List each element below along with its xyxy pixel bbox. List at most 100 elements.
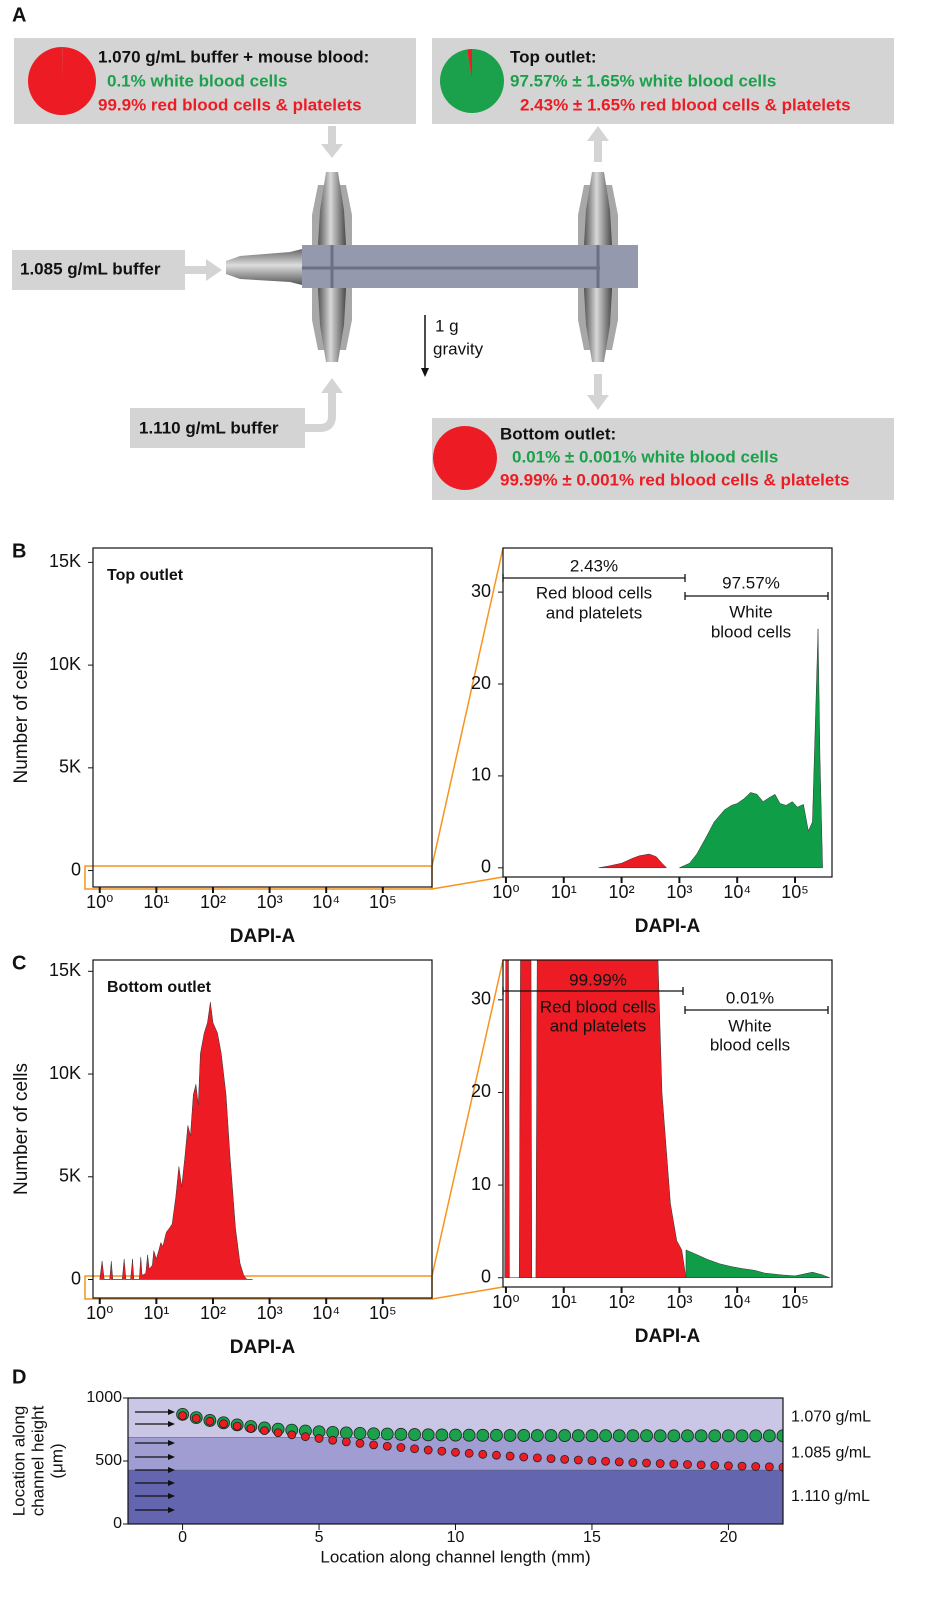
data-point [626, 1429, 640, 1443]
data-point [735, 1429, 749, 1443]
flow-arrow [321, 378, 343, 393]
inlet-label: 1.085 g/mL buffer [20, 259, 161, 278]
data-point [560, 1454, 570, 1464]
data-point [478, 1449, 488, 1459]
data-point [628, 1458, 638, 1467]
x-axis-title: DAPI-A [230, 1337, 296, 1358]
inlet-box [130, 408, 305, 448]
y-tick-label: 30 [471, 581, 491, 601]
gravity-label: 1 g [435, 316, 459, 335]
data-point [669, 1459, 679, 1469]
data-point [382, 1441, 392, 1451]
flow-arrow [168, 1480, 175, 1486]
data-point [614, 1457, 624, 1467]
flow-arrow [185, 266, 208, 274]
data-point [410, 1444, 419, 1454]
wbc-text: 97.57% ± 1.65% white blood cells [510, 71, 776, 90]
y-tick-label: 15K [49, 551, 81, 571]
gate-label: Red blood cells [536, 583, 652, 602]
plot-area [128, 1398, 783, 1524]
data-point [341, 1437, 351, 1447]
y-tick-label: 0 [113, 1515, 122, 1532]
y-tick-label: 5K [59, 757, 81, 777]
flow-arrow [168, 1421, 175, 1427]
data-point [191, 1414, 201, 1423]
rbc-text: 2.43% ± 1.65% red blood cells & platelet… [520, 95, 851, 114]
data-point [339, 1426, 353, 1440]
data-point [367, 1427, 381, 1441]
x-axis-title: DAPI-A [635, 916, 701, 937]
data-point [708, 1429, 722, 1443]
data-point [437, 1446, 447, 1456]
info-box [432, 38, 894, 124]
data-point [394, 1427, 408, 1441]
gravity-arrow [421, 368, 429, 377]
x-tick-label: 10⁴ [312, 892, 340, 912]
data-point [380, 1427, 394, 1441]
x-axis-title: Location along channel length (mm) [320, 1547, 590, 1566]
flow-arrow [168, 1507, 175, 1513]
data-point [667, 1429, 681, 1443]
gate-label: White [729, 602, 772, 621]
data-point [532, 1453, 542, 1463]
data-point [776, 1429, 783, 1443]
panel-label: B [12, 540, 26, 562]
data-point [435, 1428, 449, 1442]
x-tick-label: 0 [178, 1529, 187, 1546]
wbc-text: 0.1% white blood cells [107, 71, 287, 90]
box-title: Top outlet: [510, 47, 597, 66]
zoom-line [431, 1286, 504, 1300]
data-point [396, 1443, 406, 1452]
y-axis-title: Location along [9, 1406, 28, 1517]
data-point [724, 1461, 733, 1471]
flow-arrow [328, 126, 336, 146]
flow-arrow [168, 1454, 175, 1460]
data-point [696, 1460, 706, 1470]
x-axis-title: DAPI-A [230, 926, 296, 947]
y-axis-title: Number of cells [11, 652, 32, 784]
panel-label: C [12, 952, 26, 974]
zoom-line [431, 959, 504, 1277]
data-point [178, 1411, 187, 1421]
y-tick-label: 1000 [86, 1389, 122, 1406]
histogram-area [504, 960, 687, 1278]
data-point [517, 1429, 531, 1442]
data-point [710, 1461, 720, 1470]
y-tick-label: 20 [471, 673, 491, 693]
data-point [205, 1416, 215, 1426]
diagram: 1.070 g/mL buffer + mouse blood: 0.1% wh… [12, 38, 894, 500]
x-tick-label: 10⁰ [492, 882, 519, 902]
flow-arrow [305, 392, 336, 432]
band-label: 1.070 g/mL [791, 1409, 871, 1426]
data-point [328, 1435, 338, 1445]
data-point [273, 1428, 283, 1438]
data-point [260, 1426, 269, 1436]
y-tick-label: 10 [471, 765, 491, 785]
x-tick-label: 10⁵ [781, 1292, 808, 1312]
flow-arrow [168, 1409, 175, 1415]
data-point [287, 1430, 297, 1440]
data-point [490, 1428, 503, 1442]
data-point [737, 1461, 747, 1471]
x-tick-label: 10⁴ [723, 882, 751, 902]
gate-label: 0.01% [726, 988, 774, 1007]
data-point [462, 1428, 476, 1442]
info-box [432, 418, 894, 500]
y-axis-title: channel height [28, 1405, 47, 1516]
band-label: 1.085 g/mL [791, 1445, 871, 1462]
flow-arrow [168, 1467, 175, 1473]
flow-arrow [321, 144, 343, 158]
y-tick-label: 10K [49, 1063, 81, 1083]
plot-title: Top outlet [107, 567, 184, 584]
y-tick-label: 10 [471, 1174, 491, 1194]
rbc-text: 99.99% ± 0.001% red blood cells & platel… [500, 470, 849, 489]
gate-label: 99.99% [569, 970, 627, 989]
data-point [408, 1428, 421, 1441]
pie-slice [27, 47, 96, 116]
box-title: 1.070 g/mL buffer + mouse blood: [98, 47, 369, 66]
data-point [640, 1429, 653, 1443]
data-point [694, 1429, 708, 1443]
plot-frame [92, 547, 433, 888]
data-point [683, 1460, 692, 1469]
